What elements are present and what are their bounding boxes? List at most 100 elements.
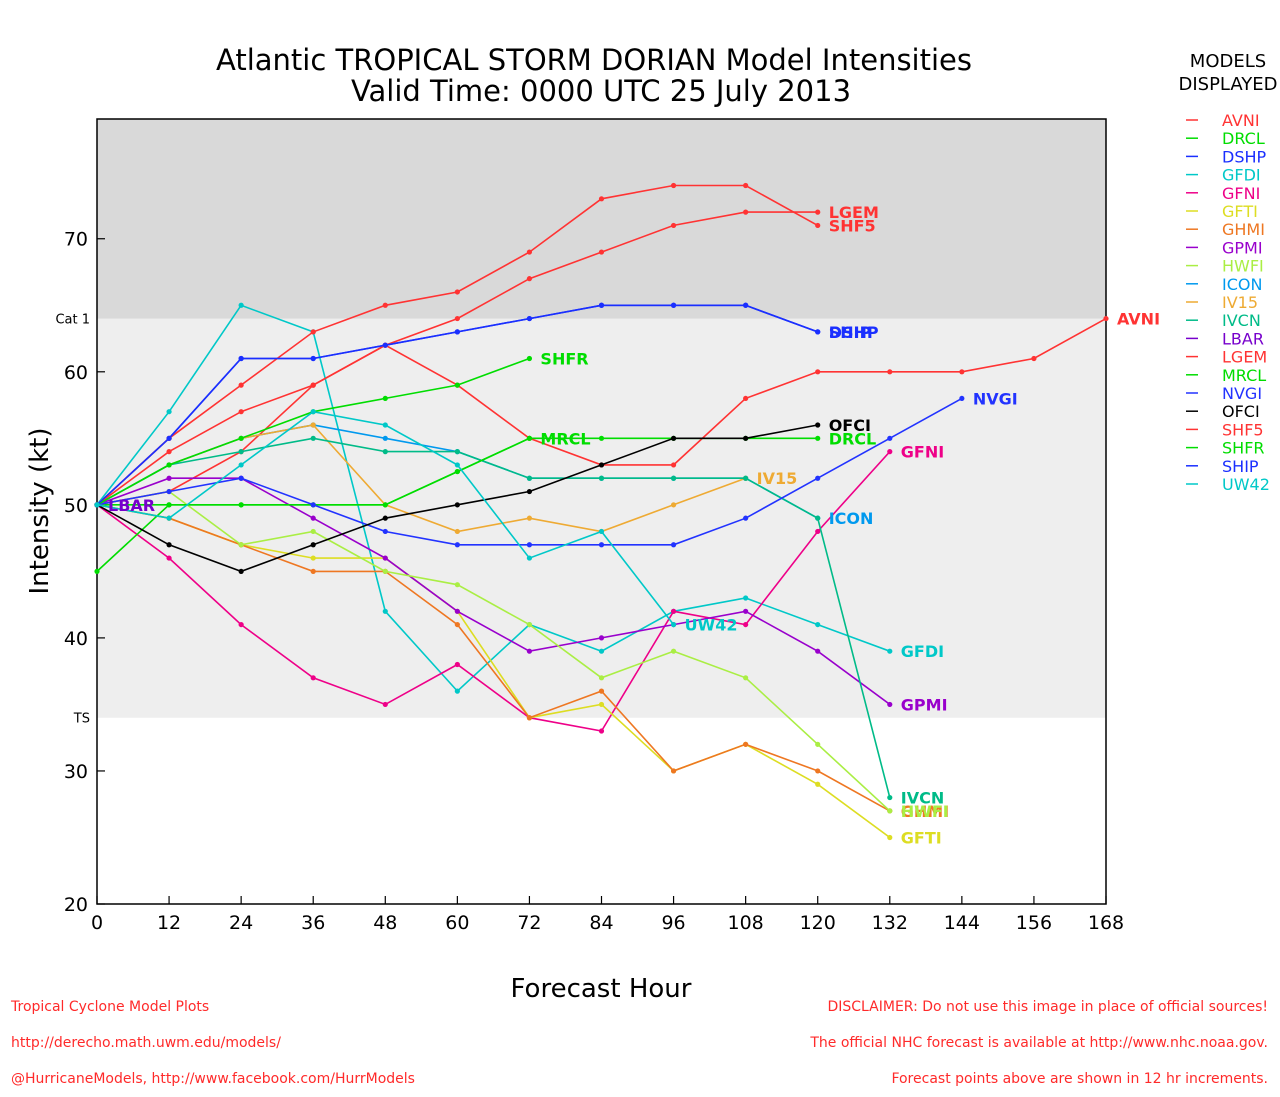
footer-disclaimer-line: Forecast points above are shown in 12 hr… [891,1071,1268,1087]
data-point-ivcn [382,449,388,455]
y-tick-label: 70 [64,229,88,251]
end-label-avni: AVNI [1117,310,1160,329]
end-label-ghmi: GHMI [901,802,949,821]
data-point-mrcl [94,568,100,574]
data-point-hwfi [526,621,533,628]
end-label-drcl: DRCL [829,429,877,448]
data-point-uw42 [238,462,244,468]
end-label-gfdi: GFDI [901,642,944,661]
data-point-gpmi [310,515,316,521]
x-tick-label: 24 [229,912,253,934]
data-point-shf5 [310,329,316,335]
data-point-ivcn [238,449,244,455]
data-point-gpmi [815,648,821,654]
series-line-ghmi [96,504,891,812]
x-tick-label: 72 [517,912,541,934]
data-point-uw42 [598,528,605,535]
end-label-uw42: UW42 [685,616,738,635]
end-label-lgem: LGEM [829,203,879,222]
data-point-ghmi [815,768,821,774]
band-cat1 [97,119,1106,319]
data-point-ofci [310,542,316,548]
data-point-gfni [598,728,605,734]
data-point-nvgi [238,475,244,481]
data-point-uw42 [382,422,388,428]
data-point-nvgi [598,542,605,548]
data-point-avni [815,369,821,375]
data-point-gfti [887,834,893,841]
data-point-gpmi [454,608,460,614]
data-point-shf5 [598,196,605,202]
data-point-uw42 [670,621,677,628]
legend-label-hwfi: HWFI [1222,257,1264,276]
data-point-gfdi [887,648,893,654]
data-point-mrcl [166,502,172,508]
data-point-ivcn [743,475,749,481]
data-point-gfni [887,449,893,455]
data-point-hwfi [815,741,821,747]
x-tick-label: 36 [301,912,325,934]
y-tick-label: 60 [64,362,88,384]
end-label-iv15: IV15 [757,469,798,488]
data-point-lgem [743,209,749,215]
data-point-drcl [815,435,821,441]
data-point-uw42 [454,462,460,468]
data-point-gpmi [743,608,749,614]
footer-disclaimer: DISCLAIMER: Do not use this image in pla… [810,977,1268,1097]
data-point-ship [743,302,749,308]
end-label-nvgi: NVGI [973,389,1018,408]
footer-credit-line: Tropical Cyclone Model Plots [11,999,210,1015]
series-line-gpmi [96,477,891,706]
data-point-gfni [382,701,388,708]
data-point-uw42 [310,409,316,415]
data-point-ivcn [815,515,821,521]
band-label: TS [73,712,90,727]
data-point-avni [959,369,965,375]
data-point-gfdi [166,409,172,415]
end-label-dshp: DSHP [829,323,879,342]
data-point-ship [526,315,533,322]
data-point-ship [454,329,460,335]
data-point-avni [1031,355,1037,362]
data-point-ivcn [670,475,677,481]
data-point-ghmi [454,621,460,628]
end-label-ofci: OFCI [829,416,871,435]
data-point-lgem [166,449,172,455]
data-point-lgem [238,409,244,415]
data-point-ship [166,435,172,441]
data-point-gfni [743,621,749,628]
data-point-ofci [743,435,749,441]
data-point-nvgi [526,542,533,548]
data-point-ghmi [526,715,533,721]
end-label-ship: SHIP [829,323,872,342]
end-label-shf5: SHF5 [829,216,876,235]
data-point-shfr [166,462,172,468]
legend-label-nvgi: NVGI [1222,384,1262,403]
series-line-ivcn [96,437,891,798]
x-tick-label: 120 [800,912,836,934]
data-point-ghmi [670,768,677,774]
footer-credit-line: @HurricaneModels, http://www.facebook.co… [11,1071,415,1087]
series-line-hwfi [96,490,891,812]
data-point-ship [382,342,388,348]
data-point-gfdi [598,648,605,654]
data-point-gfni [670,608,677,614]
data-point-iv15 [310,422,316,428]
data-point-hwfi [454,582,460,588]
data-point-avni [670,462,677,468]
data-point-ofci [598,462,605,468]
x-tick-label: 60 [445,912,469,934]
legend-label-icon: ICON [1222,275,1262,294]
data-point-iv15 [670,502,677,508]
data-point-mrcl [526,435,533,441]
data-point-ship [815,329,821,335]
chart-title-line-2: Valid Time: 0000 UTC 25 July 2013 [351,74,851,108]
x-tick-label: 84 [589,912,613,934]
end-label-shfr: SHFR [540,349,588,368]
data-point-ofci [670,435,677,441]
data-point-ship [310,355,316,362]
legend-label-drcl: DRCL [1222,129,1265,148]
y-tick-label: 50 [64,495,88,517]
end-label-gfni: GFNI [901,443,944,462]
data-point-shf5 [238,382,244,388]
